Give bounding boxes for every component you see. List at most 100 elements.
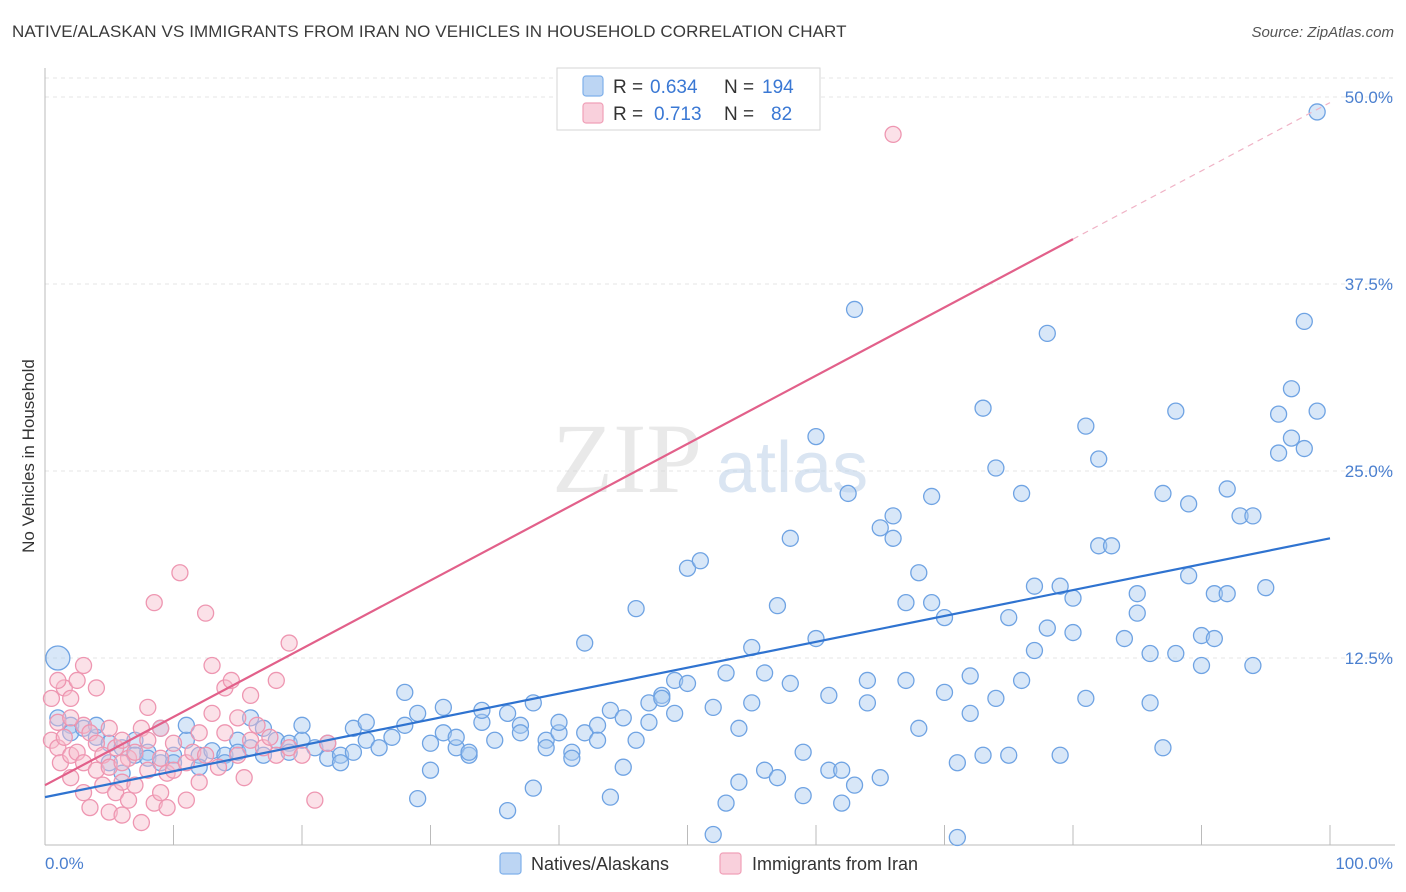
point-natives-130 xyxy=(923,487,941,506)
point-natives-173 xyxy=(1218,480,1236,498)
point-natives-50 xyxy=(408,704,427,723)
point-natives-26 xyxy=(229,731,247,749)
point-natives-62 xyxy=(486,731,504,749)
point-natives-124 xyxy=(884,529,902,547)
point-natives-76 xyxy=(576,634,594,652)
point-natives-95 xyxy=(704,825,722,844)
legend-n-label-pink: N = xyxy=(724,104,754,125)
legend-r-label-blue: R = xyxy=(613,77,643,98)
point-iran-39 xyxy=(145,794,163,812)
point-iran-37 xyxy=(139,761,157,779)
point-natives-117 xyxy=(845,300,864,319)
point-iran-71 xyxy=(280,634,298,652)
point-iran-26 xyxy=(107,783,125,802)
point-iran-76 xyxy=(74,656,93,675)
point-natives-136 xyxy=(961,667,979,685)
point-natives-48 xyxy=(396,683,414,702)
point-natives-142 xyxy=(1000,746,1018,764)
point-natives-105 xyxy=(768,769,787,787)
point-natives-143 xyxy=(1012,484,1031,503)
point-iran-50 xyxy=(184,743,202,761)
point-natives-145 xyxy=(1025,577,1044,595)
point-iran-32 xyxy=(126,743,144,761)
point-iran-19 xyxy=(87,679,106,697)
point-natives-160 xyxy=(1128,604,1146,622)
point-iran-46 xyxy=(164,734,183,752)
point-natives-47 xyxy=(383,728,401,746)
point-iran-9 xyxy=(62,689,80,708)
point-natives-41 xyxy=(331,754,350,772)
point-iran-80 xyxy=(151,749,170,767)
legend-box: R = 0.634 N = 194 R = 0.713 N = 82 xyxy=(556,67,821,131)
point-iran-74 xyxy=(306,791,324,809)
point-natives-53 xyxy=(421,761,440,779)
point-iran-41 xyxy=(151,783,170,802)
y-tick-label-2: 37.5% xyxy=(1345,275,1393,294)
point-iran-81 xyxy=(884,125,902,144)
point-natives-108 xyxy=(794,743,812,761)
point-natives-110 xyxy=(807,427,825,446)
tick-labels: 12.5% 25.0% 37.5% 50.0% 0.0% 100.0% xyxy=(45,88,1393,873)
point-iran-65 xyxy=(241,731,260,749)
point-natives-109 xyxy=(794,786,812,805)
point-natives-54 xyxy=(434,698,453,717)
point-natives-133 xyxy=(948,754,966,772)
point-natives-101 xyxy=(743,694,761,712)
point-natives-96 xyxy=(717,664,735,682)
point-iran-40 xyxy=(145,593,163,612)
point-natives-159 xyxy=(1128,585,1146,603)
point-iran-11 xyxy=(68,743,86,761)
point-iran-22 xyxy=(100,719,118,737)
point-natives-122 xyxy=(871,769,889,787)
legend-r-value-pink: 0.713 xyxy=(654,104,702,125)
point-natives-39 xyxy=(319,749,337,767)
point-natives-63 xyxy=(498,801,517,820)
point-natives-186 xyxy=(1308,103,1326,121)
point-natives-146 xyxy=(1025,641,1044,660)
point-natives-152 xyxy=(1064,589,1082,607)
point-natives-97 xyxy=(717,794,735,812)
point-natives-165 xyxy=(1167,402,1185,420)
point-natives-140 xyxy=(987,459,1005,477)
point-iran-10 xyxy=(68,671,86,690)
point-natives-36 xyxy=(293,716,311,734)
point-iran-59 xyxy=(216,724,234,742)
point-natives-169 xyxy=(1192,656,1211,675)
point-natives-174 xyxy=(1218,585,1236,603)
legend-r-value-blue: 0.634 xyxy=(650,77,698,98)
point-natives-104 xyxy=(768,596,787,615)
trend-lines xyxy=(44,102,1331,799)
point-iran-49 xyxy=(177,754,196,772)
point-natives-98 xyxy=(730,719,748,737)
point-iran-54 xyxy=(196,746,215,764)
point-natives-70 xyxy=(537,739,555,757)
bottom-legend-label-blue: Natives/Alaskans xyxy=(531,854,669,874)
point-natives-90 xyxy=(666,704,684,723)
point-iran-35 xyxy=(132,813,151,832)
y-axis-title: No Vehicles in Household xyxy=(19,359,38,553)
point-iran-16 xyxy=(81,798,99,817)
point-natives-78 xyxy=(588,731,607,749)
point-iran-75 xyxy=(319,734,337,752)
point-natives-52 xyxy=(421,734,440,752)
point-natives-149 xyxy=(1051,577,1069,595)
point-iran-62 xyxy=(229,746,247,764)
point-natives-172 xyxy=(1205,585,1223,603)
point-natives-179 xyxy=(1269,444,1288,462)
bottom-legend-swatch-pink xyxy=(719,852,742,875)
point-iran-73 xyxy=(293,746,311,764)
point-natives-43 xyxy=(344,743,363,761)
point-natives-134 xyxy=(948,828,966,847)
point-natives-112 xyxy=(820,686,838,705)
point-natives-111 xyxy=(807,629,825,648)
point-natives-119 xyxy=(858,694,877,712)
legend-n-value-pink: 82 xyxy=(771,104,792,125)
point-natives-89 xyxy=(666,671,684,690)
point-natives-73 xyxy=(563,743,581,761)
point-natives-113 xyxy=(820,761,838,779)
y-tick-label-1: 25.0% xyxy=(1345,462,1393,481)
point-natives-114 xyxy=(833,761,851,779)
legend-n-value-blue: 194 xyxy=(762,77,794,98)
legend-r-label-pink: R = xyxy=(613,104,643,125)
point-natives-182 xyxy=(1282,429,1301,447)
